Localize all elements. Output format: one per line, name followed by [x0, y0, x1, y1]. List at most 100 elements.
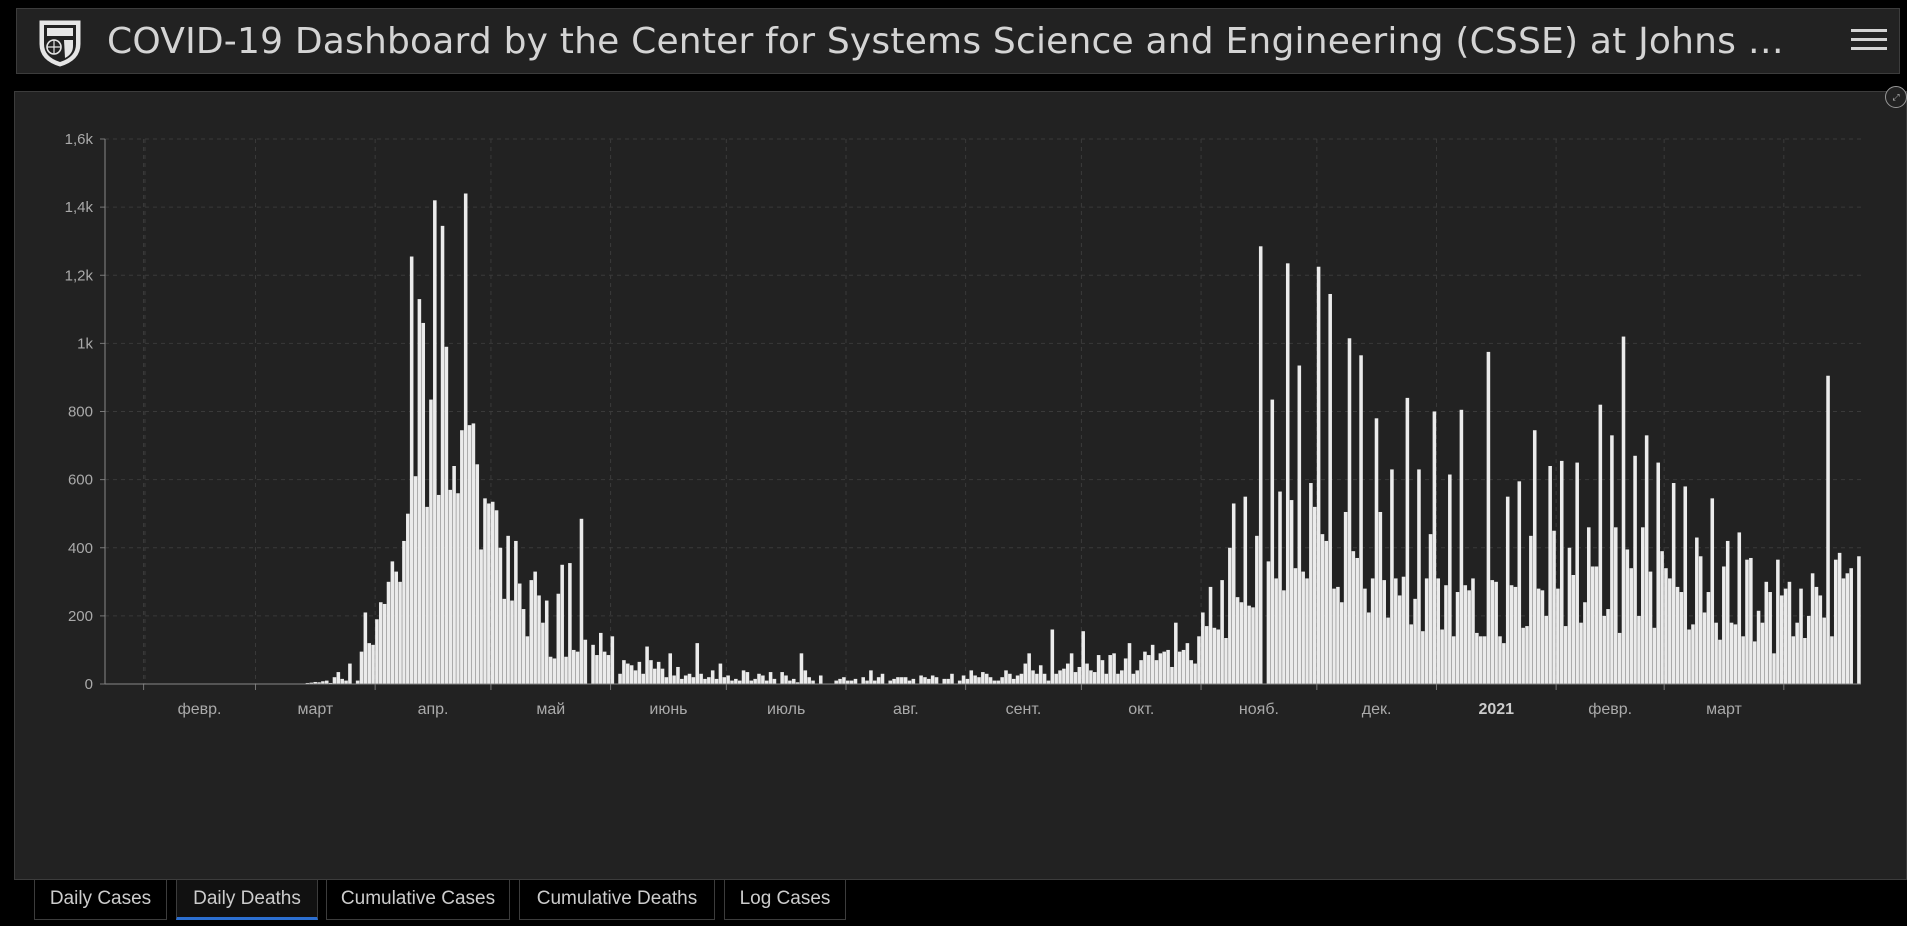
bar[interactable] [803, 670, 808, 685]
bar[interactable] [1614, 527, 1618, 684]
bar[interactable] [1633, 455, 1637, 684]
bar[interactable] [1116, 673, 1120, 684]
bar[interactable] [429, 399, 433, 684]
bar[interactable] [1089, 670, 1093, 685]
bar[interactable] [707, 677, 711, 684]
bar[interactable] [842, 677, 846, 684]
bar[interactable] [942, 678, 947, 684]
bar[interactable] [359, 651, 364, 684]
bar[interactable] [741, 670, 746, 685]
bar[interactable] [1228, 547, 1232, 684]
bar[interactable] [845, 680, 850, 684]
bar[interactable] [309, 682, 314, 684]
bar[interactable] [1247, 605, 1251, 684]
bar[interactable] [1386, 617, 1390, 684]
bar[interactable] [818, 675, 823, 684]
bar[interactable] [1363, 588, 1367, 685]
bar[interactable] [1208, 586, 1213, 684]
bar[interactable] [1432, 411, 1437, 685]
bar[interactable] [1598, 404, 1603, 684]
bar[interactable] [1382, 580, 1386, 684]
bar[interactable] [1031, 670, 1035, 685]
bar[interactable] [1675, 586, 1680, 684]
bar[interactable] [1370, 578, 1375, 684]
bar[interactable] [1285, 263, 1290, 684]
bar[interactable] [788, 680, 792, 684]
bar[interactable] [1185, 643, 1190, 685]
bar[interactable] [1251, 607, 1255, 684]
bar[interactable] [556, 593, 561, 684]
bar[interactable] [622, 660, 626, 684]
bar[interactable] [656, 661, 661, 684]
bar[interactable] [1845, 573, 1850, 684]
bar[interactable] [1394, 578, 1398, 684]
bar[interactable] [1544, 615, 1549, 685]
bar[interactable] [506, 535, 510, 684]
bar[interactable] [1015, 675, 1020, 684]
bar[interactable] [1857, 556, 1861, 684]
bar[interactable] [1606, 609, 1610, 684]
bar[interactable] [1791, 636, 1796, 684]
bar[interactable] [602, 651, 607, 684]
bar[interactable] [660, 668, 665, 684]
bar[interactable] [1274, 578, 1278, 684]
bar[interactable] [1143, 651, 1147, 684]
bar[interactable] [560, 564, 564, 684]
bar[interactable] [502, 598, 507, 684]
bar[interactable] [645, 646, 649, 684]
bar[interactable] [1540, 590, 1545, 684]
bar[interactable] [649, 660, 653, 684]
tab-cumulative-deaths[interactable]: Cumulative Deaths [519, 880, 715, 920]
bar[interactable] [1567, 547, 1572, 684]
bar[interactable] [911, 678, 916, 684]
bar[interactable] [1077, 666, 1082, 684]
bar[interactable] [1440, 629, 1444, 685]
bar[interactable] [1494, 581, 1498, 684]
bar[interactable] [1644, 435, 1649, 684]
bar[interactable] [1278, 491, 1282, 684]
bar[interactable] [676, 666, 680, 684]
bar[interactable] [1710, 498, 1715, 684]
bar[interactable] [1779, 595, 1784, 684]
bar[interactable] [1475, 632, 1479, 684]
bar[interactable] [1065, 663, 1070, 684]
bar[interactable] [653, 668, 657, 684]
bar[interactable] [1586, 527, 1591, 684]
bar[interactable] [1525, 626, 1529, 684]
bar[interactable] [1332, 588, 1336, 685]
bar[interactable] [946, 678, 950, 684]
bar[interactable] [591, 644, 595, 684]
bar[interactable] [1336, 586, 1340, 684]
bar[interactable] [1150, 644, 1155, 684]
bar[interactable] [691, 677, 696, 684]
bar[interactable] [575, 651, 580, 684]
bar[interactable] [1575, 462, 1579, 684]
bar[interactable] [521, 609, 526, 684]
bar[interactable] [1683, 486, 1688, 684]
bar[interactable] [1409, 624, 1414, 684]
tab-daily-cases[interactable]: Daily Cases [34, 880, 167, 920]
bar[interactable] [1224, 638, 1228, 684]
bar[interactable] [1324, 540, 1329, 684]
bar[interactable] [479, 549, 483, 684]
bar[interactable] [795, 682, 800, 684]
bar[interactable] [1347, 338, 1352, 684]
tab-cumulative-cases[interactable]: Cumulative Cases [326, 880, 510, 920]
bar[interactable] [355, 680, 360, 684]
bar[interactable] [1058, 670, 1062, 685]
bar[interactable] [633, 670, 638, 685]
bar[interactable] [1258, 246, 1263, 685]
bar[interactable] [1629, 568, 1633, 684]
bar[interactable] [1552, 530, 1556, 684]
bar[interactable] [1147, 655, 1151, 684]
bar[interactable] [1120, 670, 1124, 685]
bar[interactable] [992, 680, 997, 684]
bar[interactable] [1556, 588, 1560, 685]
bar[interactable] [892, 678, 896, 684]
bar[interactable] [876, 677, 881, 684]
bar[interactable] [749, 680, 754, 684]
bar[interactable] [1170, 666, 1174, 684]
bar[interactable] [1756, 610, 1761, 684]
bar[interactable] [718, 663, 723, 684]
bar[interactable] [1081, 631, 1085, 684]
